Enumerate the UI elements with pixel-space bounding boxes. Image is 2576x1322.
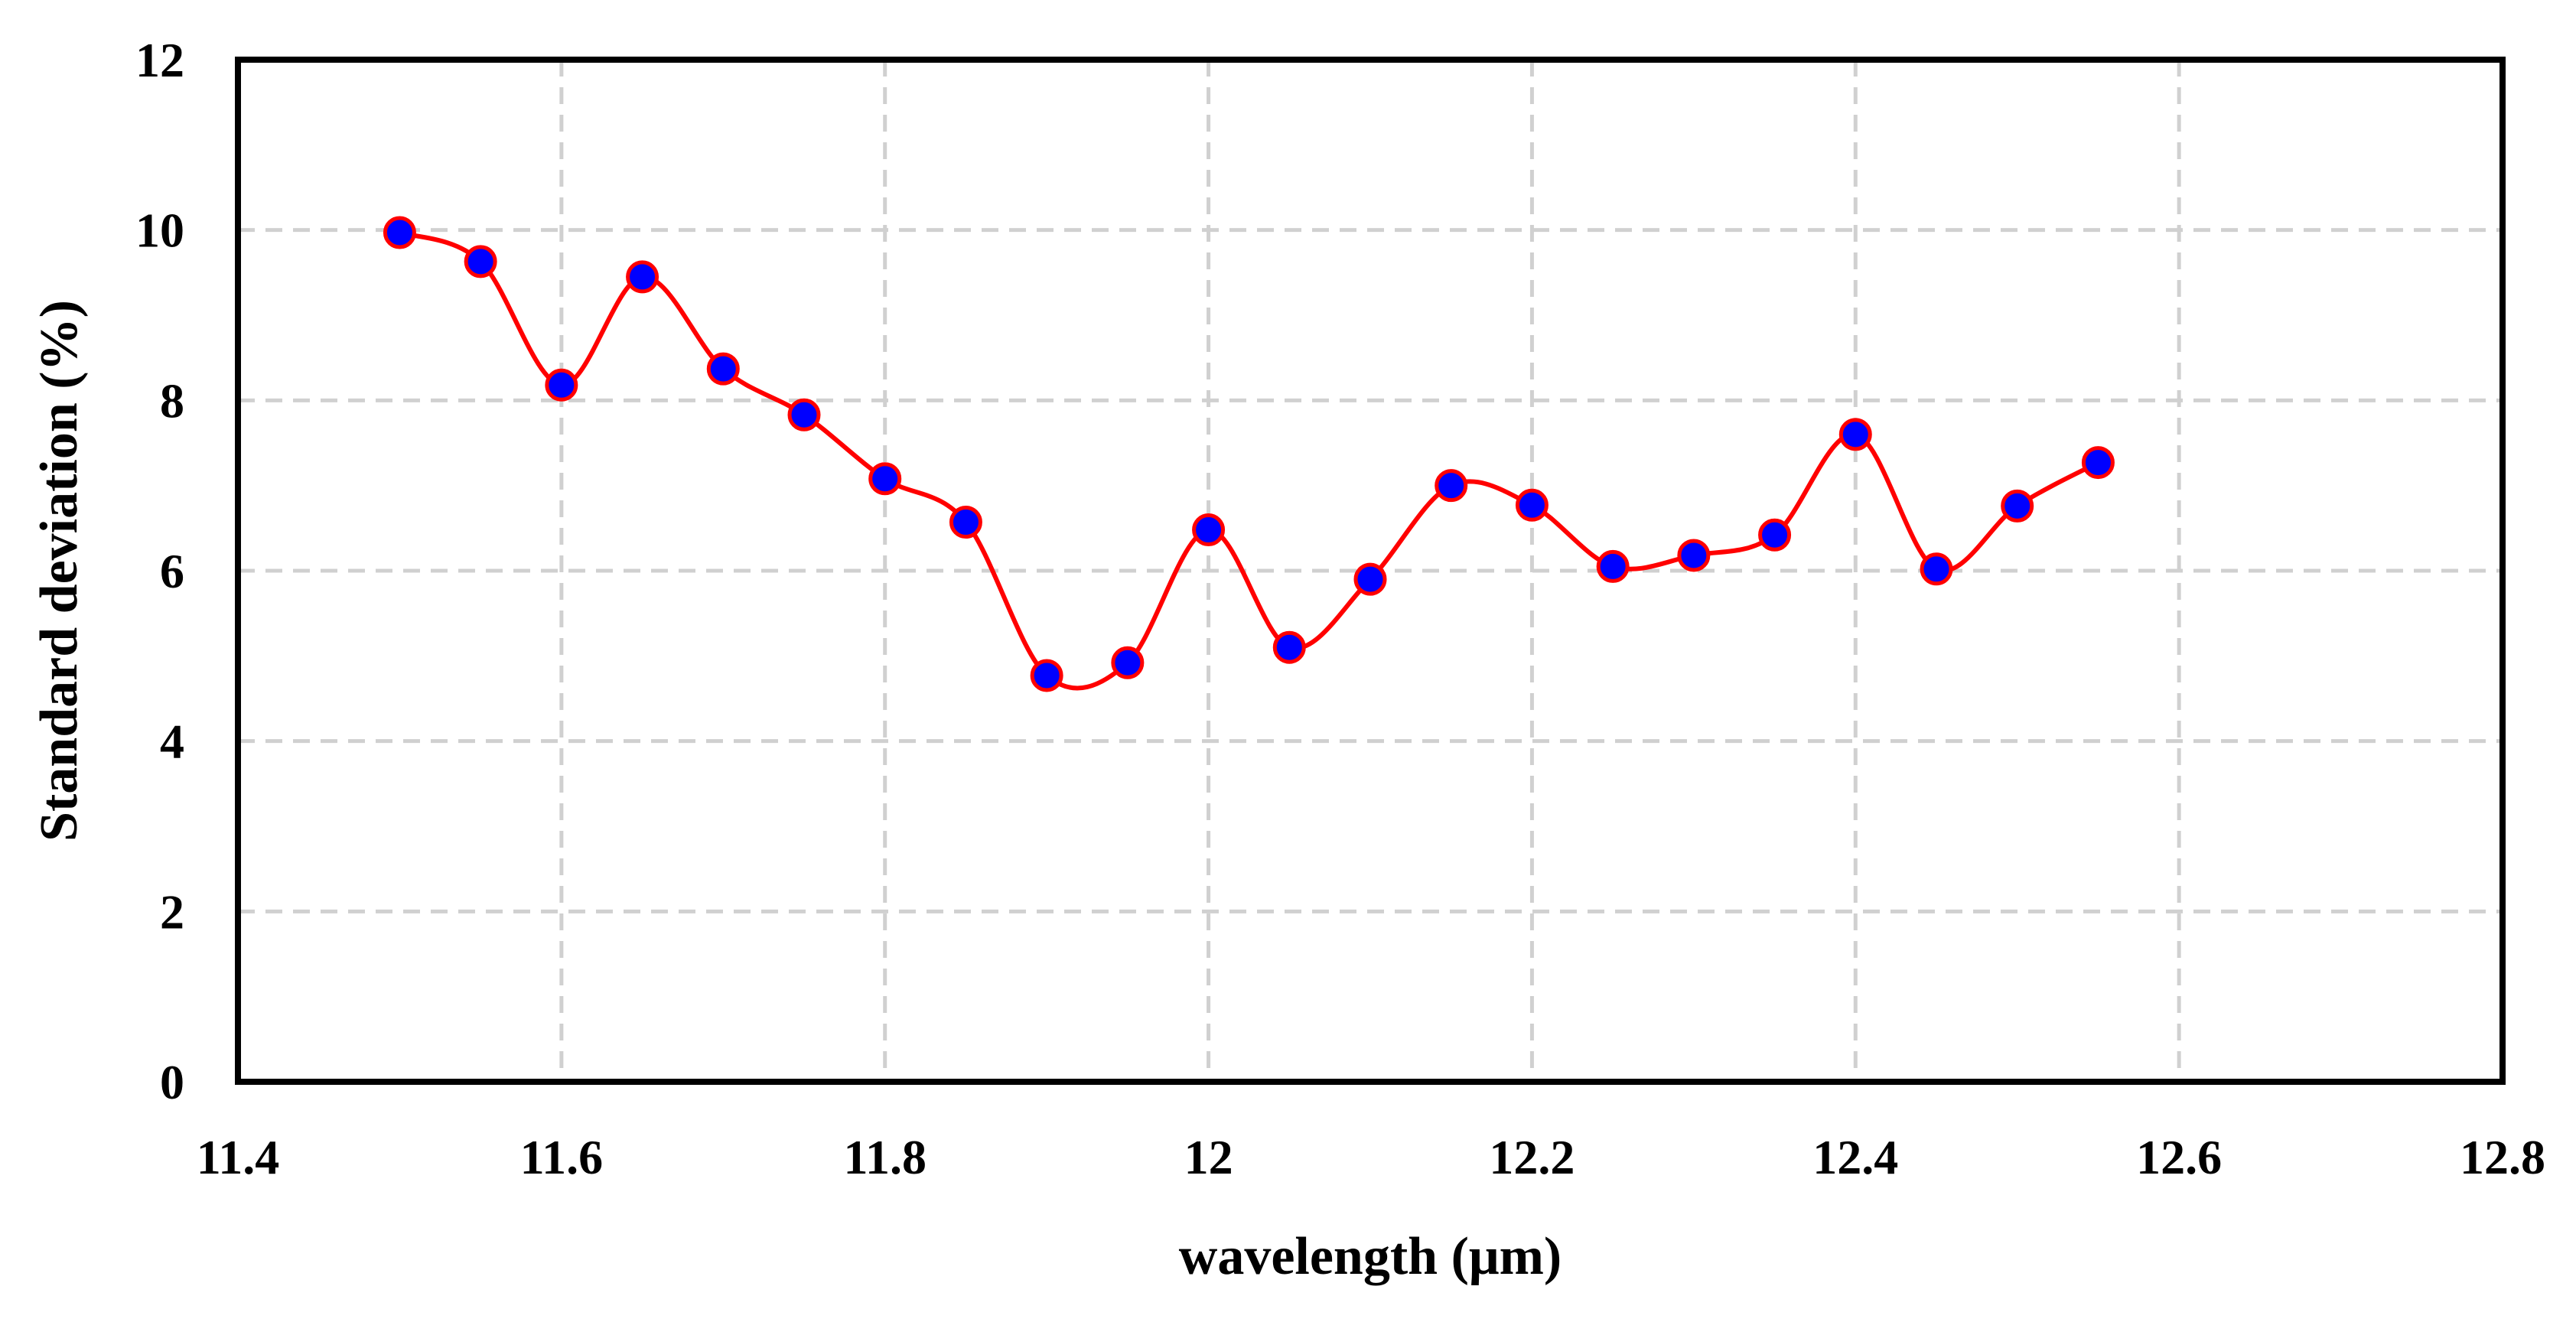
- y-tick-label: 4: [160, 715, 184, 769]
- data-point: [1677, 539, 1711, 572]
- x-tick-label: 12.2: [1489, 1130, 1575, 1184]
- data-point: [1838, 418, 1872, 451]
- y-axis-ticks: 0 2 4 6 8 10 12: [135, 33, 184, 1109]
- y-axis-title: Standard deviation (%): [30, 300, 89, 842]
- data-point: [1030, 659, 1063, 692]
- series-line: [399, 230, 2099, 691]
- data-point: [383, 216, 416, 249]
- data-point: [464, 245, 497, 278]
- data-point: [868, 462, 902, 496]
- y-tick-label: 0: [160, 1055, 184, 1109]
- data-point: [2081, 446, 2115, 480]
- x-axis-title: wavelength (μm): [1179, 1227, 1562, 1286]
- data-point: [626, 260, 659, 294]
- data-point: [949, 506, 982, 539]
- x-tick-label: 12.6: [2136, 1130, 2222, 1184]
- x-tick-label: 11.6: [520, 1130, 603, 1184]
- data-point: [706, 352, 740, 386]
- y-tick-label: 6: [160, 544, 184, 598]
- y-tick-label: 8: [160, 373, 184, 428]
- series-layer: [383, 216, 2115, 692]
- y-tick-label: 12: [135, 33, 184, 87]
- data-point: [1596, 549, 1630, 583]
- x-axis-ticks: 11.4 11.6 11.8 12 12.2 12.4 12.6 12.8: [197, 1130, 2545, 1184]
- data-point: [545, 368, 578, 402]
- y-tick-label: 2: [160, 884, 184, 939]
- x-tick-label: 11.4: [197, 1130, 279, 1184]
- data-point: [1111, 646, 1145, 679]
- data-point: [2001, 489, 2034, 523]
- data-point: [787, 398, 821, 431]
- data-point: [1920, 552, 1953, 586]
- y-tick-label: 10: [135, 204, 184, 258]
- data-point: [1758, 518, 1792, 552]
- x-tick-label: 12.8: [2460, 1130, 2545, 1184]
- x-tick-label: 12: [1184, 1130, 1233, 1184]
- x-tick-label: 12.4: [1812, 1130, 1898, 1184]
- data-point: [1435, 469, 1468, 503]
- data-point: [1192, 513, 1226, 547]
- data-point: [1515, 488, 1549, 522]
- x-tick-label: 11.8: [843, 1130, 926, 1184]
- data-point: [1353, 562, 1387, 596]
- data-point: [1272, 630, 1306, 664]
- plot-frame: [235, 57, 2506, 1085]
